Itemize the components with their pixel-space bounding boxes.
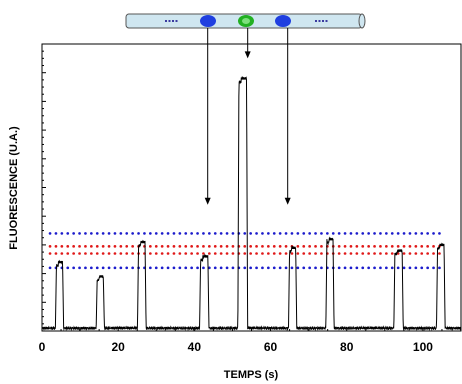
x-tick-label: 100: [413, 340, 433, 354]
y-axis-title: FLUORESCENCE (U.A.): [8, 126, 20, 250]
x-axis-ticks: 0 20 40 60 80 100: [39, 327, 462, 354]
x-tick-label: 0: [39, 340, 46, 354]
green-droplet-highlight: [242, 18, 250, 24]
capillary-tube-illustration: [125, 13, 366, 29]
droplet-arrows: [204, 28, 291, 205]
arrow-head: [204, 197, 211, 205]
blue-droplet-right: [275, 15, 291, 27]
fluorescence-signal: [41, 75, 462, 332]
x-axis-title: TEMPS (s): [224, 369, 279, 381]
x-tick-label: 40: [188, 340, 202, 354]
y-axis-minor-ticks: [42, 43, 46, 332]
x-tick-label: 60: [264, 340, 278, 354]
capillary-tube-end: [358, 13, 366, 29]
x-tick-label: 20: [112, 340, 126, 354]
blue-droplet-left: [200, 15, 216, 27]
x-tick-label: 80: [340, 340, 354, 354]
threshold-lines: [48, 232, 443, 270]
arrow-head: [244, 51, 251, 59]
fluorescence-trace: [41, 75, 462, 332]
arrow-head: [284, 197, 291, 205]
